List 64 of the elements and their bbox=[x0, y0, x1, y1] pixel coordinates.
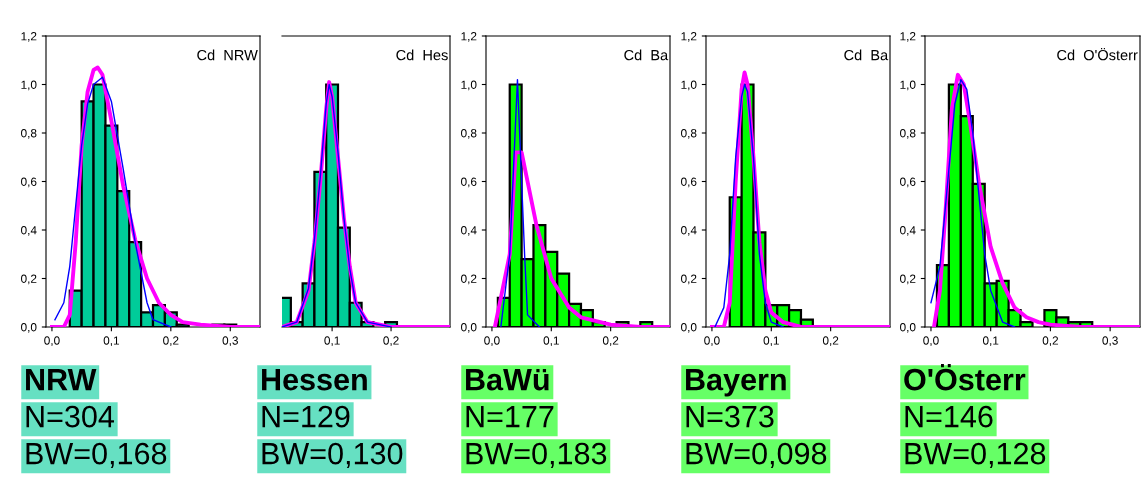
y-tick-label: 0,8 bbox=[681, 129, 697, 139]
y-tick-label: 0,2 bbox=[461, 274, 477, 285]
text: BW=0,183 bbox=[466, 442, 607, 469]
x-tick-label: 0,3 bbox=[222, 336, 238, 347]
y-tick-label: 0,4 bbox=[681, 226, 697, 236]
text: Cd O'Österr bbox=[1057, 47, 1138, 61]
x-tick-label: 0,1 bbox=[763, 336, 779, 347]
y-tick-label: 0,2 bbox=[900, 274, 916, 285]
x-tick-label: 0,2 bbox=[163, 336, 179, 347]
x-tick-label: 0,0 bbox=[484, 336, 500, 347]
y-tick-label: 1,0 bbox=[681, 80, 697, 91]
y-tick-label: 0,6 bbox=[461, 177, 477, 188]
text: BW=0,130 bbox=[262, 442, 403, 469]
text: N=129 bbox=[262, 405, 350, 428]
text: Cd Ba bbox=[624, 49, 669, 61]
y-tick-label: 1,2 bbox=[21, 32, 37, 42]
x-tick-label: 0,1 bbox=[103, 336, 120, 347]
text: N=373 bbox=[686, 405, 774, 428]
x-tick-label: 0,1 bbox=[982, 336, 999, 347]
text: Cd Ba bbox=[844, 49, 889, 61]
x-tick-label: 0,0 bbox=[704, 336, 720, 347]
text: O'Österr bbox=[904, 364, 1026, 391]
y-tick-label: 0,0 bbox=[461, 323, 477, 333]
y-tick-label: 0,0 bbox=[681, 323, 697, 333]
text: Cd Hes bbox=[396, 49, 448, 61]
x-tick-label: 0,3 bbox=[1102, 336, 1118, 347]
y-tick-label: 0,0 bbox=[21, 323, 37, 333]
text: BW=0,128 bbox=[905, 442, 1046, 469]
y-tick-label: 0,6 bbox=[900, 177, 916, 188]
y-tick-label: 1,2 bbox=[900, 32, 916, 42]
x-tick-label: 0,0 bbox=[923, 336, 939, 347]
y-tick-label: 0,4 bbox=[900, 226, 916, 236]
y-tick-label: 0,4 bbox=[21, 226, 37, 236]
y-tick-label: 0,6 bbox=[21, 177, 37, 188]
y-tick-label: 0,2 bbox=[681, 274, 697, 285]
text: N=304 bbox=[26, 405, 114, 428]
x-tick-label: 0,1 bbox=[324, 336, 340, 347]
text: BW=0,168 bbox=[26, 442, 167, 469]
y-tick-label: 1,0 bbox=[900, 80, 916, 91]
x-tick-label: 0,2 bbox=[602, 336, 619, 347]
y-tick-label: 1,0 bbox=[461, 80, 477, 91]
y-tick-label: 0,0 bbox=[900, 323, 916, 333]
y-tick-label: 0,2 bbox=[21, 274, 37, 285]
x-tick-label: 0,0 bbox=[44, 336, 60, 347]
y-tick-label: 1,2 bbox=[681, 32, 697, 42]
x-tick-label: 0,1 bbox=[543, 336, 559, 347]
text: Bayern bbox=[686, 369, 786, 397]
x-tick-label: 0,2 bbox=[383, 336, 399, 347]
y-tick-label: 0,8 bbox=[21, 129, 37, 139]
y-tick-label: 0,8 bbox=[900, 129, 916, 139]
text: Hessen bbox=[262, 369, 367, 391]
text: N=146 bbox=[905, 405, 993, 428]
text: Cd NRW bbox=[197, 49, 258, 61]
y-tick-label: 0,6 bbox=[681, 177, 697, 188]
y-tick-label: 1,2 bbox=[461, 32, 477, 42]
y-tick-label: 1,0 bbox=[21, 80, 37, 91]
text: BW=0,098 bbox=[686, 442, 827, 469]
text: N=177 bbox=[466, 406, 554, 428]
y-tick-label: 0,8 bbox=[461, 129, 477, 139]
x-tick-label: 0,2 bbox=[822, 336, 839, 347]
x-tick-label: 0,2 bbox=[1042, 336, 1059, 347]
text: NRW bbox=[26, 369, 97, 391]
text: BaWü bbox=[466, 368, 549, 391]
y-tick-label: 0,4 bbox=[461, 226, 477, 236]
